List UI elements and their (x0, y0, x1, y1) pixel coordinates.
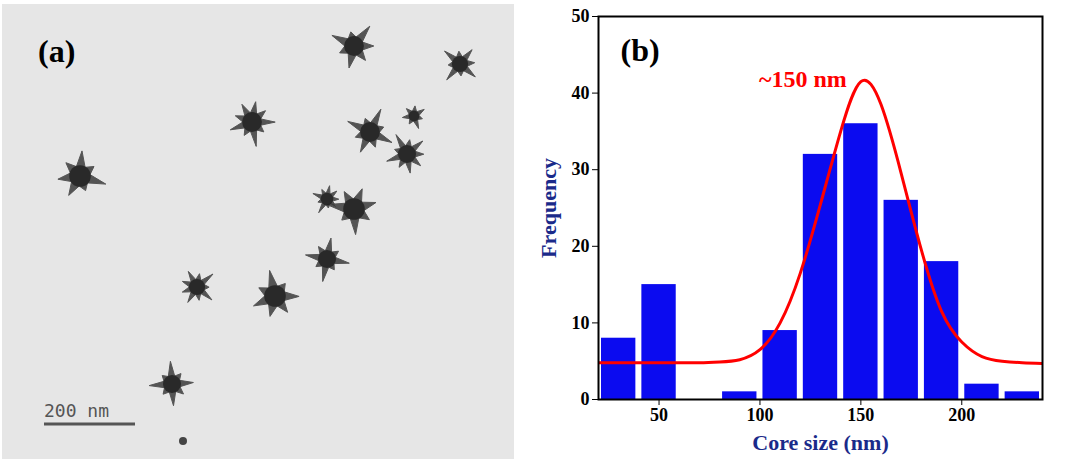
svg-text:10: 10 (572, 313, 590, 333)
svg-text:~150 nm: ~150 nm (759, 66, 847, 92)
svg-text:100: 100 (746, 405, 773, 425)
svg-text:50: 50 (650, 405, 668, 425)
svg-text:20: 20 (572, 236, 590, 256)
svg-text:(b): (b) (621, 32, 660, 68)
svg-text:30: 30 (572, 159, 590, 179)
svg-text:(a): (a) (38, 33, 75, 69)
svg-text:150: 150 (847, 405, 874, 425)
svg-text:200: 200 (948, 405, 975, 425)
svg-text:Core size (nm): Core size (nm) (752, 430, 888, 455)
svg-text:50: 50 (572, 6, 590, 26)
svg-text:Frequency: Frequency (536, 158, 561, 258)
svg-text:200 nm: 200 nm (44, 400, 109, 421)
svg-text:40: 40 (572, 83, 590, 103)
svg-text:0: 0 (581, 389, 590, 409)
